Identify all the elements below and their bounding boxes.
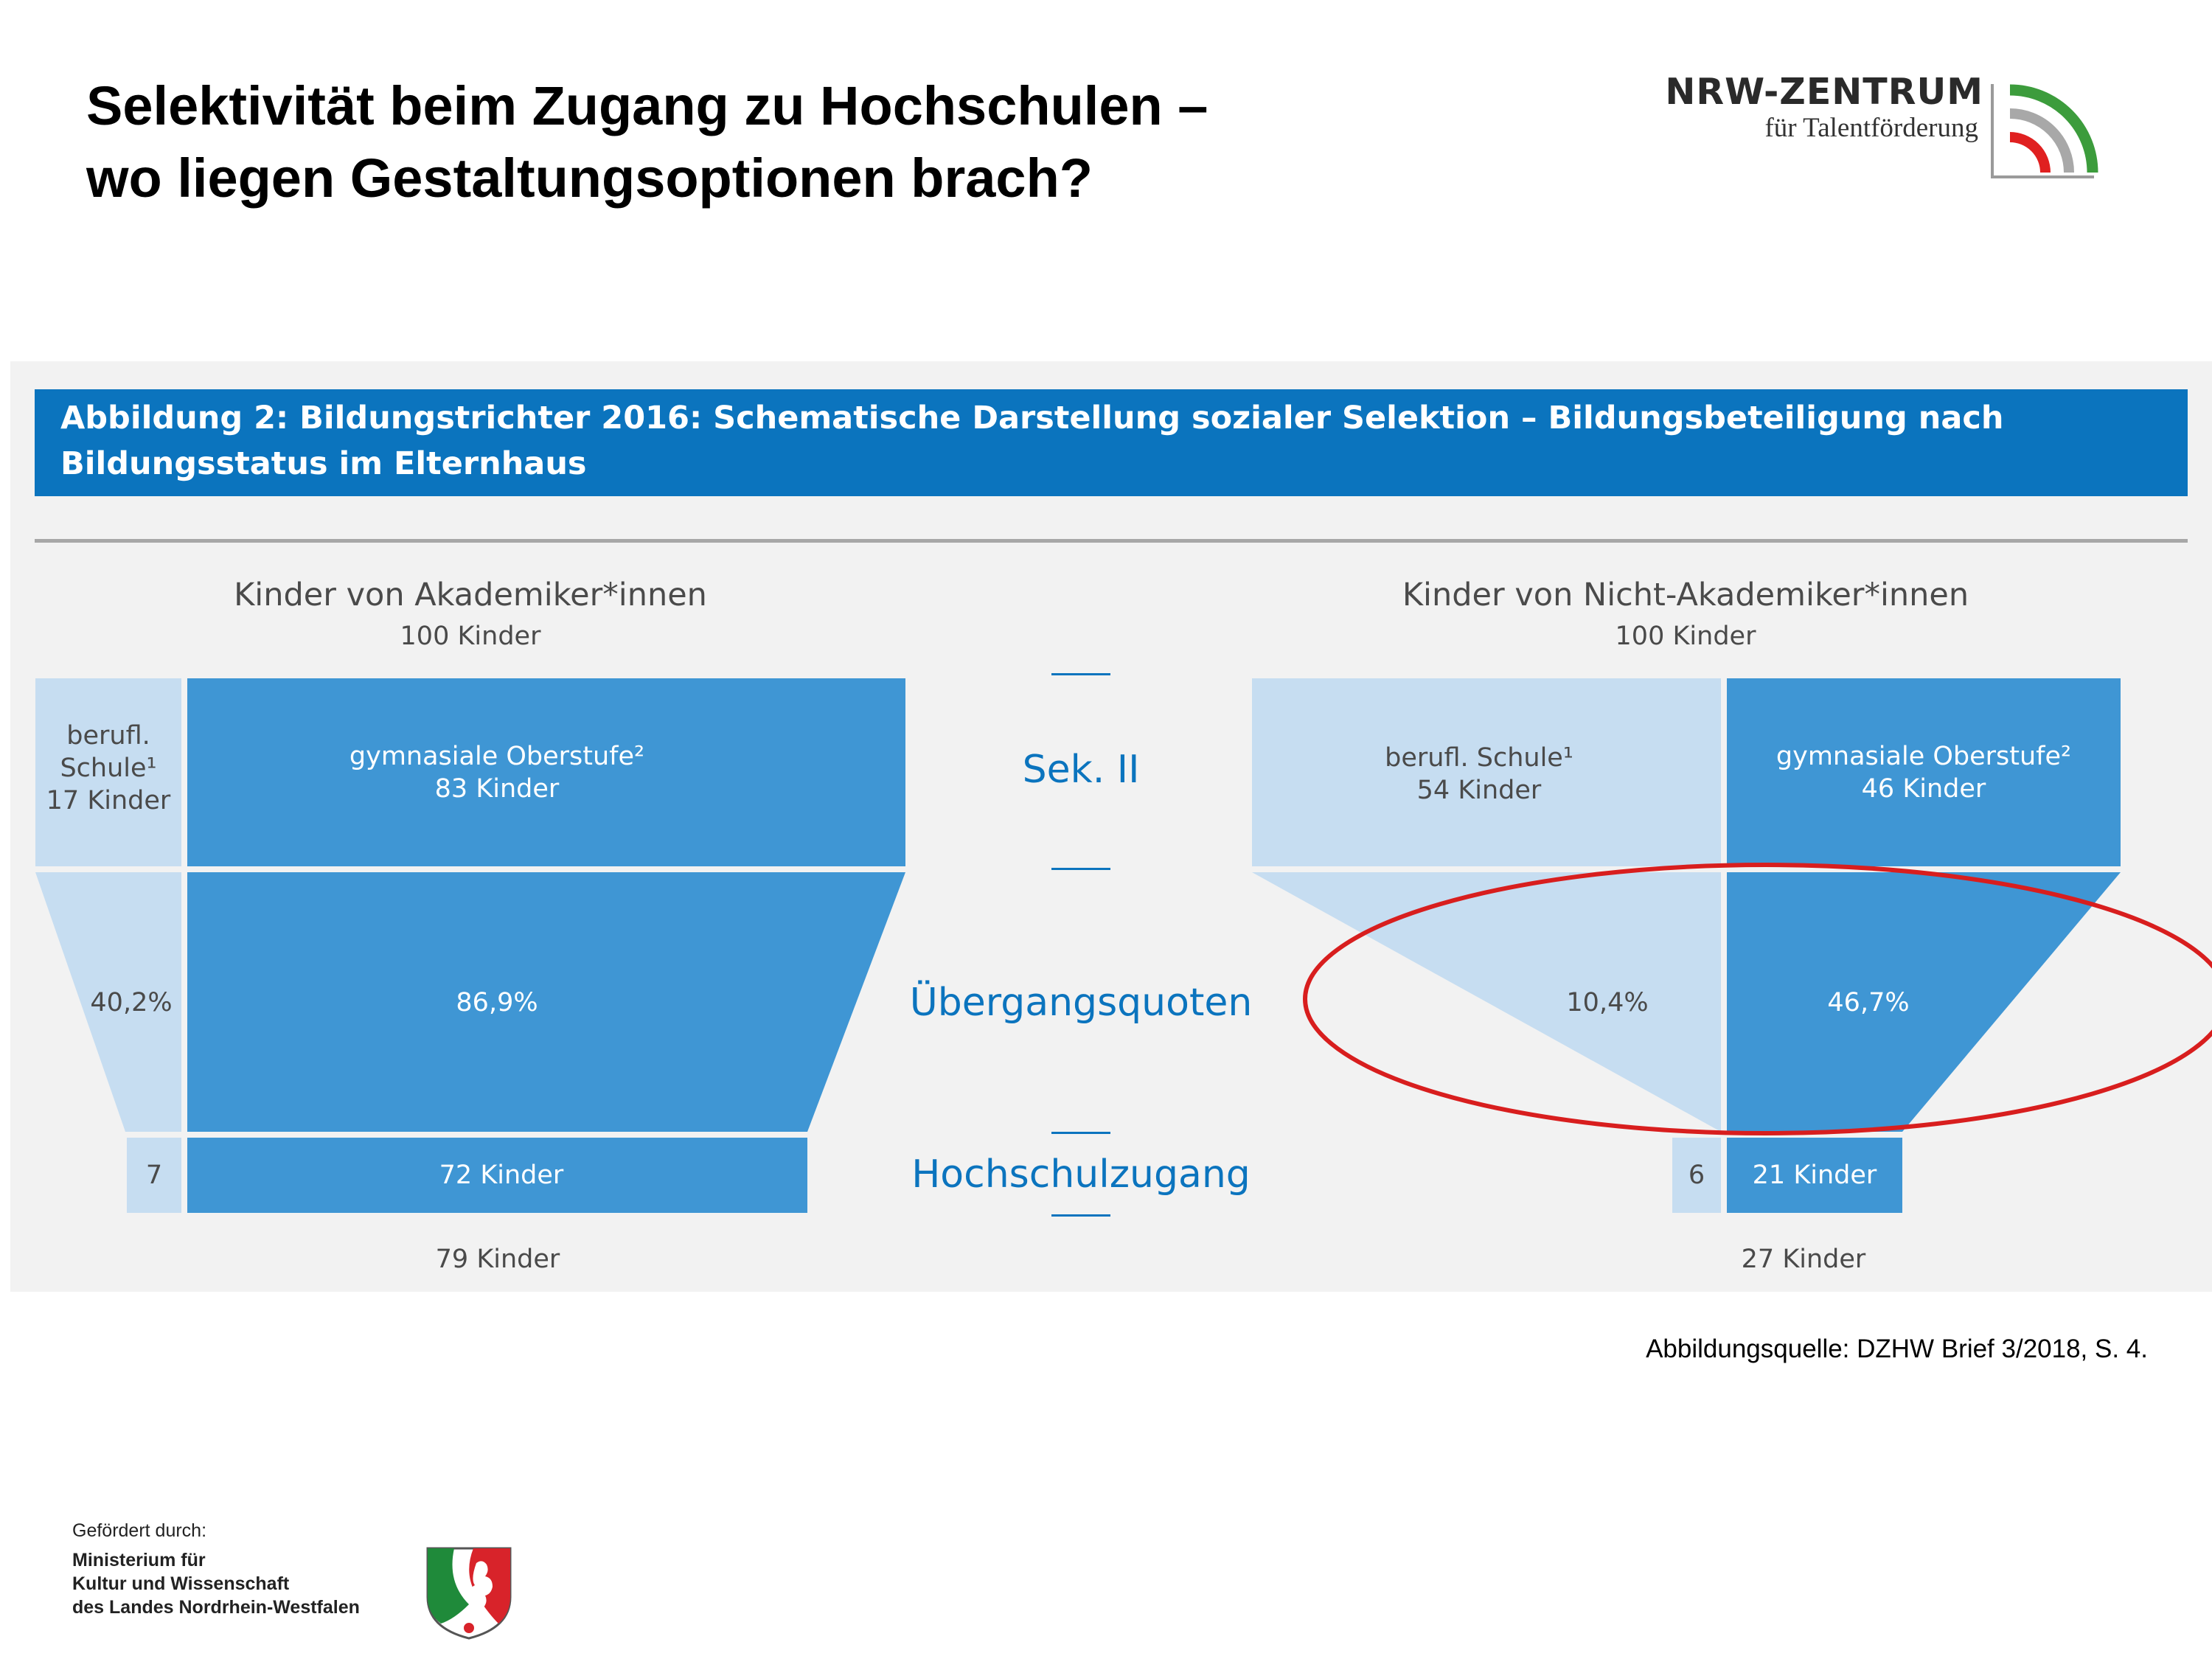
- academic-vocational-line-1: berufl.: [66, 721, 150, 751]
- academic-gymnasium-access: 72 Kinder: [439, 1161, 564, 1190]
- signal-arcs-icon: [1991, 84, 2098, 178]
- nonacademic-vocational-box: [1252, 678, 1721, 866]
- academic-gymnasium-funnel: [187, 872, 905, 1132]
- figure-title-banner: [35, 389, 2188, 496]
- academic-gymnasium-label: gymnasiale Oberstufe² 83 Kinder: [187, 740, 807, 805]
- nonacademic-total: 27 Kinder: [1741, 1245, 1866, 1274]
- ministry-line-3: des Landes Nordrhein-Westfalen: [72, 1597, 360, 1618]
- nonacademic-gymnasium-label: gymnasiale Oberstufe² 46 Kinder: [1727, 740, 2121, 805]
- figure-source: Abbildungsquelle: DZHW Brief 3/2018, S. …: [1646, 1335, 2148, 1363]
- ministry-line-2: Kultur und Wissenschaft: [72, 1573, 290, 1594]
- nonacademic-group-title: Kinder von Nicht-Akademiker*innen: [1402, 577, 1969, 613]
- nonacademic-vocational-funnel: [1252, 872, 1721, 1132]
- academic-vocational-line-3: 17 Kinder: [46, 786, 171, 815]
- stage-label-sek2: Sek. II: [1022, 748, 1140, 792]
- nonacademic-gymnasium-access: 21 Kinder: [1752, 1161, 1877, 1190]
- academic-gymnasium-box: [187, 678, 905, 866]
- slide-title-line-2: wo liegen Gestaltungsoptionen brach?: [86, 147, 1093, 209]
- ministry-name: Ministerium für Kultur und Wissenschaft …: [72, 1548, 456, 1619]
- stage-label-access: Hochschulzugang: [911, 1152, 1251, 1197]
- nonacademic-gymnasium-box: [1727, 678, 2121, 866]
- nonacademic-gymnasium-funnel: [1727, 872, 2121, 1132]
- nonacademic-vocational-line-2: 54 Kinder: [1416, 776, 1542, 805]
- funded-by-label: Gefördert durch:: [72, 1520, 207, 1541]
- nonacademic-gymnasium-access-box: [1727, 1138, 1902, 1213]
- nonacademic-gymnasium-line-2: 46 Kinder: [1861, 774, 1986, 804]
- nonacademic-gymnasium-line-1: gymnasiale Oberstufe²: [1775, 742, 2072, 771]
- nonacademic-vocational-access-box: [1672, 1138, 1721, 1213]
- stage-separator-lower: [1051, 1132, 1110, 1134]
- logo-name: NRW-ZENTRUM: [1665, 71, 1983, 113]
- academic-gymnasium-rate: 86,9%: [456, 988, 538, 1017]
- academic-vocational-line-2: Schule¹: [60, 754, 157, 783]
- academic-group-count: 100 Kinder: [400, 622, 541, 651]
- nonacademic-vocational-line-1: berufl. Schule¹: [1385, 743, 1573, 773]
- ministry-line-1: Ministerium für: [72, 1550, 206, 1570]
- academic-vocational-access-box: [127, 1138, 181, 1213]
- nonacademic-vocational-rate: 10,4%: [1566, 988, 1649, 1017]
- nrw-coat-of-arms-icon: [426, 1547, 512, 1640]
- slide-title: Selektivität beim Zugang zu Hochschulen …: [86, 70, 1487, 215]
- academic-vocational-funnel: [35, 872, 181, 1132]
- logo-tagline: für Talentförderung: [1764, 113, 1978, 143]
- academic-group-title: Kinder von Akademiker*innen: [234, 577, 707, 613]
- slide-title-line-1: Selektivität beim Zugang zu Hochschulen …: [86, 75, 1208, 136]
- academic-vocational-rate: 40,2%: [90, 988, 173, 1017]
- academic-gymnasium-access-box: [187, 1138, 807, 1213]
- stage-separator-middle: [1051, 868, 1110, 870]
- academic-gymnasium-line-1: gymnasiale Oberstufe²: [349, 742, 645, 771]
- nonacademic-vocational-access: 6: [1688, 1161, 1705, 1190]
- figure-title: Abbildung 2: Bildungstrichter 2016: Sche…: [60, 400, 2004, 482]
- nonacademic-vocational-label: berufl. Schule¹ 54 Kinder: [1332, 742, 1627, 807]
- academic-gymnasium-line-2: 83 Kinder: [434, 774, 560, 804]
- figure-divider: [35, 539, 2188, 543]
- nonacademic-gymnasium-rate: 46,7%: [1827, 988, 1910, 1017]
- academic-vocational-label: berufl. Schule¹ 17 Kinder: [35, 720, 181, 817]
- academic-vocational-box: [35, 678, 181, 866]
- highlight-ellipse: [1303, 863, 2212, 1135]
- academic-total: 79 Kinder: [435, 1245, 560, 1274]
- stage-separator-top: [1051, 673, 1110, 675]
- stage-label-transition: Übergangsquoten: [909, 981, 1253, 1025]
- academic-vocational-access: 7: [145, 1161, 163, 1190]
- stage-separator-bottom: [1051, 1214, 1110, 1217]
- nonacademic-group-count: 100 Kinder: [1615, 622, 1756, 651]
